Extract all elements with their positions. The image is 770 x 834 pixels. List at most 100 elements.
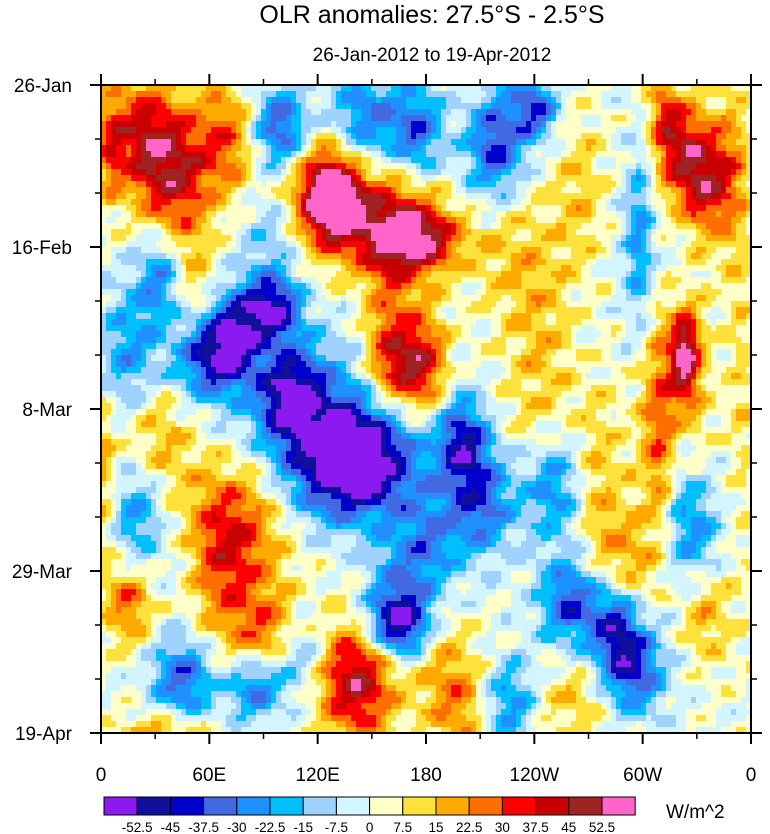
heatmap-cell: [321, 115, 327, 122]
heatmap-cell: [386, 259, 392, 266]
heatmap-cell: [711, 109, 717, 116]
heatmap-cell: [516, 217, 522, 224]
heatmap-cell: [171, 169, 177, 176]
heatmap-cell: [186, 277, 192, 284]
heatmap-cell: [496, 127, 502, 134]
heatmap-cell: [446, 85, 452, 92]
heatmap-cell: [566, 169, 572, 176]
heatmap-cell: [726, 169, 732, 176]
heatmap-cell: [391, 229, 397, 236]
heatmap-cell: [531, 145, 537, 152]
heatmap-cell: [281, 253, 287, 260]
heatmap-cell: [106, 85, 112, 92]
heatmap-cell: [186, 151, 192, 158]
heatmap-cell: [366, 253, 372, 260]
heatmap-cell: [666, 91, 672, 98]
heatmap-cell: [396, 175, 402, 182]
heatmap-cell: [456, 169, 462, 176]
heatmap-cell: [171, 259, 177, 266]
heatmap-cell: [416, 163, 422, 170]
heatmap-cell: [466, 229, 472, 236]
heatmap-cell: [481, 109, 487, 116]
heatmap-cell: [226, 115, 232, 122]
heatmap-cell: [381, 163, 387, 170]
heatmap-cell: [376, 229, 382, 236]
heatmap-cell: [191, 157, 197, 164]
heatmap-cell: [491, 127, 497, 134]
heatmap-cell: [391, 97, 397, 104]
heatmap-cell: [166, 307, 172, 314]
heatmap-cell: [566, 235, 572, 242]
heatmap-cell: [141, 175, 147, 182]
heatmap-cell: [391, 121, 397, 128]
heatmap-cell: [291, 163, 297, 170]
heatmap-cell: [271, 241, 277, 248]
heatmap-cell: [421, 133, 427, 140]
heatmap-cell: [746, 271, 751, 278]
heatmap-cell: [726, 133, 732, 140]
heatmap-cell: [306, 223, 312, 230]
heatmap-cell: [631, 271, 637, 278]
heatmap-cell: [331, 181, 337, 188]
heatmap-cell: [736, 205, 742, 212]
heatmap-cell: [656, 133, 662, 140]
heatmap-cell: [366, 265, 372, 272]
heatmap-cell: [586, 223, 592, 230]
heatmap-cell: [691, 97, 697, 104]
heatmap-cell: [126, 133, 132, 140]
heatmap-cell: [146, 295, 152, 302]
heatmap-cell: [206, 115, 212, 122]
heatmap-cell: [426, 181, 432, 188]
heatmap-cell: [116, 307, 122, 314]
heatmap-cell: [201, 115, 207, 122]
heatmap-cell: [261, 151, 267, 158]
heatmap-cell: [526, 139, 532, 146]
heatmap-cell: [476, 127, 482, 134]
heatmap-cell: [226, 121, 232, 128]
heatmap-cell: [506, 181, 512, 188]
heatmap-cell: [141, 169, 147, 176]
heatmap-cell: [391, 259, 397, 266]
heatmap-cell: [381, 91, 387, 98]
heatmap-cell: [546, 193, 552, 200]
heatmap-cell: [731, 307, 737, 314]
heatmap-cell: [416, 205, 422, 212]
heatmap-cell: [276, 223, 282, 230]
heatmap-cell: [476, 91, 482, 98]
heatmap-cell: [196, 97, 202, 104]
heatmap-cell: [216, 109, 222, 116]
heatmap-cell: [266, 301, 272, 308]
heatmap-cell: [271, 109, 277, 116]
heatmap-cell: [361, 181, 367, 188]
heatmap-cell: [326, 265, 332, 272]
heatmap-cell: [681, 193, 687, 200]
heatmap-cell: [166, 253, 172, 260]
heatmap-cell: [641, 169, 647, 176]
heatmap-cell: [571, 247, 577, 254]
heatmap-cell: [236, 259, 242, 266]
heatmap-cell: [381, 115, 387, 122]
heatmap-cell: [446, 115, 452, 122]
heatmap-cell: [736, 223, 742, 230]
heatmap-cell: [281, 241, 287, 248]
heatmap-cell: [736, 253, 742, 260]
heatmap-cell: [341, 277, 347, 284]
heatmap-cell: [731, 217, 737, 224]
heatmap-cell: [206, 145, 212, 152]
heatmap-cell: [421, 277, 427, 284]
heatmap-cell: [506, 139, 512, 146]
heatmap-cell: [176, 145, 182, 152]
heatmap-cell: [336, 211, 342, 218]
heatmap-cell: [171, 253, 177, 260]
heatmap-cell: [476, 253, 482, 260]
heatmap-cell: [131, 91, 137, 98]
heatmap-cell: [701, 151, 707, 158]
heatmap-cell: [681, 271, 687, 278]
heatmap-cell: [531, 307, 537, 314]
heatmap-cell: [481, 265, 487, 272]
heatmap-cell: [701, 139, 707, 146]
heatmap-cell: [706, 127, 712, 134]
heatmap-cell: [461, 145, 467, 152]
heatmap-cell: [356, 133, 362, 140]
heatmap-cell: [651, 229, 657, 236]
